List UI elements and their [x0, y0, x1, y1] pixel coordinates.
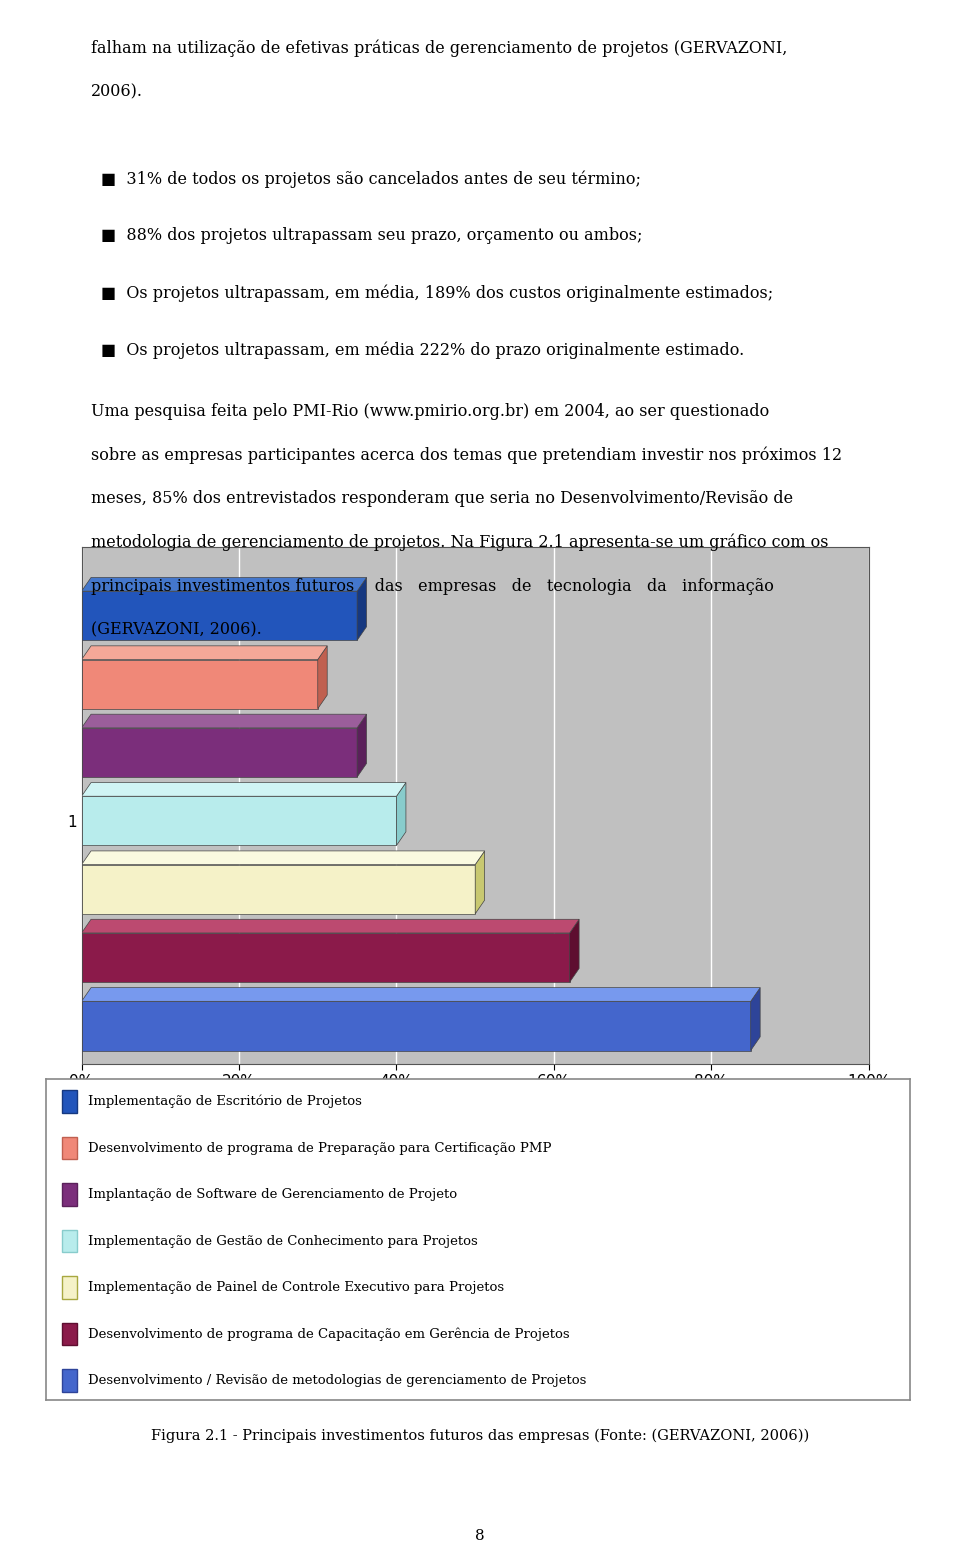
Bar: [82, 727, 357, 777]
Text: Implementação de Gestão de Conhecimento para Projetos: Implementação de Gestão de Conhecimento …: [87, 1234, 477, 1248]
Bar: [61, 1137, 77, 1159]
Bar: [82, 934, 569, 982]
Text: Implementação de Painel de Controle Executivo para Projetos: Implementação de Painel de Controle Exec…: [87, 1281, 504, 1293]
Bar: [61, 1184, 77, 1206]
Text: Implementação de Escritório de Projetos: Implementação de Escritório de Projetos: [87, 1095, 361, 1109]
Text: Figura 2.1 - Principais investimentos futuros das empresas (Fonte: (GERVAZONI, 2: Figura 2.1 - Principais investimentos fu…: [151, 1428, 809, 1444]
Polygon shape: [751, 987, 760, 1051]
Polygon shape: [318, 646, 327, 708]
Bar: [61, 1276, 77, 1298]
Text: ■  31% de todos os projetos são cancelados antes de seu término;: ■ 31% de todos os projetos são cancelado…: [101, 170, 641, 188]
Polygon shape: [82, 851, 485, 865]
Bar: [61, 1323, 77, 1345]
Bar: [61, 1370, 77, 1392]
Text: ■  88% dos projetos ultrapassam seu prazo, orçamento ou ambos;: ■ 88% dos projetos ultrapassam seu prazo…: [101, 227, 642, 244]
Text: ■  Os projetos ultrapassam, em média 222% do prazo originalmente estimado.: ■ Os projetos ultrapassam, em média 222%…: [101, 341, 744, 358]
Bar: [61, 1229, 77, 1253]
Text: falham na utilização de efetivas práticas de gerenciamento de projetos (GERVAZON: falham na utilização de efetivas prática…: [91, 39, 787, 56]
Text: ■  Os projetos ultrapassam, em média, 189% dos custos originalmente estimados;: ■ Os projetos ultrapassam, em média, 189…: [101, 285, 773, 302]
Polygon shape: [475, 851, 485, 913]
Polygon shape: [82, 920, 579, 934]
Bar: [82, 865, 475, 913]
Polygon shape: [82, 646, 327, 660]
Text: principais investimentos futuros    das   empresas   de   tecnologia   da   info: principais investimentos futuros das emp…: [91, 577, 774, 594]
Text: Desenvolvimento de programa de Preparação para Certificação PMP: Desenvolvimento de programa de Preparaçã…: [87, 1142, 551, 1154]
Text: meses, 85% dos entrevistados responderam que seria no Desenvolvimento/Revisão de: meses, 85% dos entrevistados responderam…: [91, 490, 793, 507]
Polygon shape: [82, 987, 760, 1001]
Bar: [61, 1090, 77, 1114]
Text: (GERVAZONI, 2006).: (GERVAZONI, 2006).: [91, 621, 262, 638]
Polygon shape: [82, 715, 367, 727]
Bar: [82, 1001, 751, 1051]
Polygon shape: [357, 577, 367, 640]
Text: Implantação de Software de Gerenciamento de Projeto: Implantação de Software de Gerenciamento…: [87, 1189, 457, 1201]
Bar: [82, 660, 318, 708]
Text: metodologia de gerenciamento de projetos. Na Figura 2.1 apresenta-se um gráfico : metodologia de gerenciamento de projetos…: [91, 533, 828, 552]
Text: Uma pesquisa feita pelo PMI-Rio (www.pmirio.org.br) em 2004, ao ser questionado: Uma pesquisa feita pelo PMI-Rio (www.pmi…: [91, 402, 770, 419]
Polygon shape: [82, 577, 367, 591]
Polygon shape: [569, 920, 579, 982]
Text: 8: 8: [475, 1530, 485, 1542]
Text: sobre as empresas participantes acerca dos temas que pretendiam investir nos pró: sobre as empresas participantes acerca d…: [91, 446, 842, 465]
Polygon shape: [396, 782, 406, 846]
Polygon shape: [357, 715, 367, 777]
Bar: [82, 591, 357, 640]
Text: Desenvolvimento de programa de Capacitação em Gerência de Projetos: Desenvolvimento de programa de Capacitaç…: [87, 1328, 569, 1340]
Bar: [82, 796, 396, 846]
Polygon shape: [82, 782, 406, 796]
Text: 2006).: 2006).: [91, 83, 143, 100]
Text: Desenvolvimento / Revisão de metodologias de gerenciamento de Projetos: Desenvolvimento / Revisão de metodologia…: [87, 1375, 586, 1387]
